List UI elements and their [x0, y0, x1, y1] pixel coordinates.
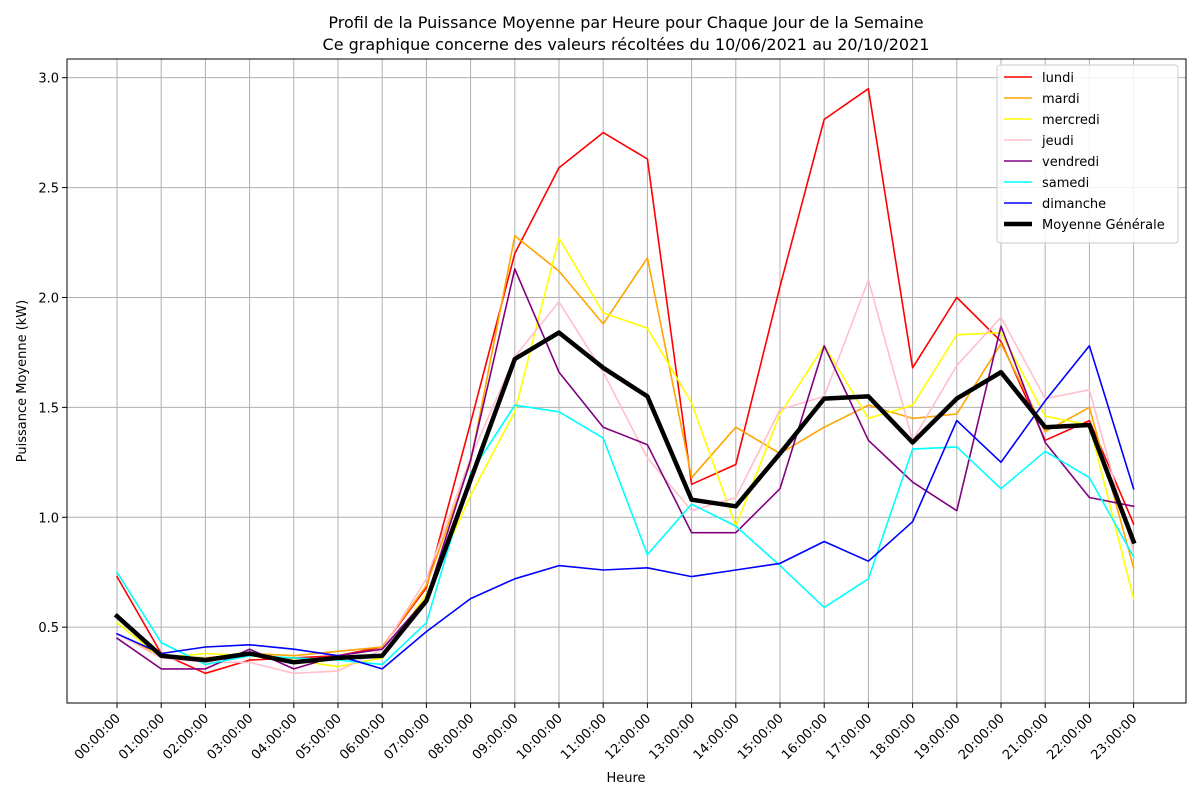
y-tick-label: 3.0	[38, 72, 59, 87]
series-line-mardi	[115, 235, 1135, 659]
legend-label: vendredi	[1042, 155, 1099, 170]
chart-title: Profil de la Puissance Moyenne par Heure…	[328, 13, 923, 32]
legend-box	[996, 64, 1179, 244]
x-axis-label: Heure	[606, 771, 645, 786]
legend-label: jeudi	[1041, 134, 1074, 149]
y-tick-label: 2.5	[38, 182, 59, 197]
y-tick-label: 1.0	[38, 511, 59, 526]
series-line-moyenne-g-n-rale	[113, 330, 1137, 665]
legend-label: mardi	[1042, 92, 1080, 107]
y-axis-ticks: 0.5 1.0 1.5 2.0 2.5 3.0	[38, 72, 67, 636]
legend-label: mercredi	[1042, 113, 1100, 128]
legend-label: samedi	[1042, 176, 1089, 191]
y-tick-label: 2.0	[38, 291, 59, 306]
legend-label: lundi	[1042, 71, 1074, 86]
grid	[67, 59, 1186, 703]
series-line-dimanche	[115, 344, 1135, 670]
legend-label: Moyenne Générale	[1042, 218, 1165, 233]
legend-label: dimanche	[1042, 197, 1106, 212]
series-line-samedi	[115, 404, 1135, 666]
y-tick-label: 1.5	[38, 401, 59, 416]
series-line-jeudi	[115, 279, 1135, 675]
series-line-vendredi	[115, 268, 1135, 670]
series-lines	[113, 87, 1137, 675]
y-axis-label: Puissance Moyenne (kW)	[15, 300, 30, 463]
plot-frame	[66, 58, 1187, 704]
legend: lundi mardi mercredi jeudi vendredi samedi dim…	[996, 64, 1179, 244]
y-tick-label: 0.5	[38, 621, 59, 636]
chart-subtitle: Ce graphique concerne des valeurs récolt…	[323, 35, 930, 54]
